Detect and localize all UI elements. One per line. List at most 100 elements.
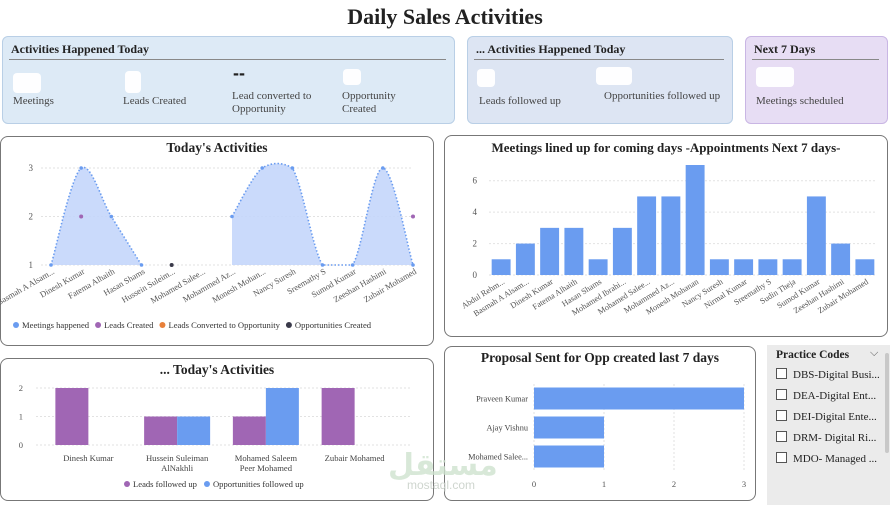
kpi-leads-created-label: Leads Created <box>123 95 187 107</box>
leads-followed-bar <box>55 388 89 445</box>
meetings-bar <box>734 259 754 275</box>
meetings-point <box>381 166 385 170</box>
chart-title-meetings-next-7: Meetings lined up for coming days -Appoi… <box>491 140 841 155</box>
meetings-point <box>350 263 355 267</box>
x-tick-label: AlNakhli <box>161 463 194 473</box>
kpi-today-divider <box>9 59 446 60</box>
kpi-opportunity-created-label: Opportunity Created <box>342 90 396 115</box>
legend-label: Leads Converted to Opportunity <box>168 320 280 330</box>
meetings-point <box>49 263 53 267</box>
kpi-opps-followed-label: Opportunities followed up <box>604 90 721 102</box>
chart-title-proposal-sent: Proposal Sent for Opp created last 7 day… <box>480 350 720 365</box>
proposal-sent-chart: 0 1 2 3 Praveen Kumar Ajay Vishnu Mohamed Sale… <box>468 384 746 489</box>
slicer-option[interactable]: DEA-Digital Ent... <box>776 389 876 402</box>
kpi-meetings-scheduled-label: Meetings scheduled <box>756 95 844 107</box>
meetings-bar <box>855 259 875 275</box>
slicer-scrollbar[interactable] <box>885 353 889 453</box>
meetings-point <box>320 263 325 267</box>
x-tick-label: Hussein Suleiman <box>146 453 209 463</box>
slicer-option[interactable]: DEI-Digital Ente... <box>776 410 877 423</box>
meetings-bar <box>782 259 802 275</box>
kpi-opps-followed-value-mask <box>596 67 632 85</box>
kpi-followed-title: ... Activities Happened Today <box>476 42 626 56</box>
meetings-bar <box>709 259 729 275</box>
x-tick-label: Dinesh Kumar <box>63 453 113 463</box>
watermark-logo: مستقل <box>388 448 498 483</box>
series-point <box>79 214 84 219</box>
y-tick-label: 3 <box>29 163 34 173</box>
meetings-bar <box>588 259 608 275</box>
kpi-lead-converted-value: -- <box>233 63 245 83</box>
legend-marker <box>95 322 102 328</box>
meetings-bar <box>661 196 681 275</box>
meetings-point <box>139 263 144 267</box>
meetings-bar <box>637 196 657 275</box>
slicer-option[interactable]: DRM- Digital Ri... <box>776 431 876 444</box>
chart-title-followed-today: ... Today's Activities <box>159 362 275 377</box>
y-tick-label: 6 <box>473 176 478 186</box>
opps-followed-bar <box>265 388 299 445</box>
checkbox-icon[interactable] <box>776 389 787 400</box>
panel-proposal-sent: Proposal Sent for Opp created last 7 day… <box>444 346 756 501</box>
kpi-meetings-scheduled-value-mask <box>756 67 794 87</box>
watermark-text: mostaql.com <box>407 478 476 492</box>
checkbox-icon[interactable] <box>776 368 787 379</box>
x-tick-label: Mohamed Saleem <box>235 453 298 463</box>
legend-label: Meetings happened <box>22 320 90 330</box>
checkbox-icon[interactable] <box>776 452 787 463</box>
legend-marker <box>285 322 292 328</box>
panel-meetings-next-7: Meetings lined up for coming days -Appoi… <box>444 135 888 337</box>
x-tick-label: Peer Mohamed <box>240 463 293 473</box>
kpi-leads-followed-value-mask <box>477 69 495 87</box>
leads-followed-bar <box>144 416 178 445</box>
slicer-title: Practice Codes <box>776 349 850 361</box>
kpi-next7-divider <box>752 59 879 60</box>
legend-marker <box>124 481 130 487</box>
kpi-leads-value-mask <box>125 71 141 93</box>
x-tick-label: 0 <box>532 479 536 489</box>
kpi-meetings-value-mask <box>13 73 41 93</box>
meetings-area <box>51 167 142 265</box>
meetings-bar <box>515 243 535 275</box>
slicer-option[interactable]: MDO- Managed ... <box>776 452 877 465</box>
legend-label: Leads Created <box>104 320 154 330</box>
y-tick-label: 1 <box>29 260 34 270</box>
x-tick-label: Zubair Mohamed <box>362 266 419 305</box>
kpi-lead-converted-label: Lead converted to Opportunity <box>232 90 312 115</box>
kpi-card-followed: ... Activities Happened Today Leads foll… <box>467 36 733 124</box>
kpi-today-title: Activities Happened Today <box>11 42 150 56</box>
kpi-card-today: Activities Happened Today -- Meetings Le… <box>2 36 455 124</box>
panel-todays-activities: Today's Activities 1 2 3 Basmah A Alsam... D… <box>0 136 434 346</box>
page-title: Daily Sales Activities <box>347 4 543 29</box>
leads-followed-bar <box>232 416 266 445</box>
proposal-bar <box>534 416 604 439</box>
y-tick-label: 1 <box>19 412 23 422</box>
slicer-option[interactable]: DBS-Digital Busi... <box>776 368 880 381</box>
checkbox-icon[interactable] <box>776 431 787 442</box>
legend-label: Opportunities Created <box>295 320 372 330</box>
chevron-down-icon[interactable]: ⌵ <box>870 347 879 359</box>
meetings-bar <box>758 259 778 275</box>
kpi-card-next7: Next 7 Days Meetings scheduled <box>745 36 888 124</box>
meetings-bar <box>831 243 851 275</box>
checkbox-icon[interactable] <box>776 410 787 421</box>
y-tick-label: 2 <box>19 383 23 393</box>
y-tick-label: Mohamed Salee... <box>468 453 528 462</box>
meetings-point <box>411 263 415 267</box>
y-tick-label: 0 <box>19 440 23 450</box>
meetings-bar <box>540 227 560 275</box>
meetings-bar <box>491 259 511 275</box>
y-tick-label: 2 <box>473 239 478 249</box>
series-point <box>411 214 415 219</box>
meetings-bar <box>612 227 632 275</box>
y-tick-label: Ajay Vishnu <box>486 424 528 433</box>
legend-label: Opportunities followed up <box>213 479 304 489</box>
meetings-line <box>50 166 143 266</box>
leads-followed-bar <box>321 388 355 445</box>
meetings-point <box>260 166 264 170</box>
x-tick-label: Zubair Mohamed <box>325 453 386 463</box>
legend-label: Leads followed up <box>133 479 197 489</box>
